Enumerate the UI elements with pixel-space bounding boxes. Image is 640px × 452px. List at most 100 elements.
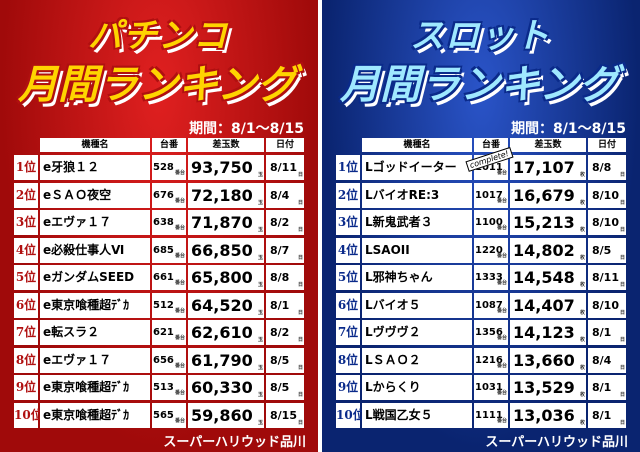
- date-unit: 日: [619, 227, 625, 233]
- machine-cell: 621 番台: [152, 320, 186, 345]
- diff-value: 64,520: [191, 295, 253, 315]
- diff-value: 60,330: [191, 378, 253, 397]
- machine-cell: 1031 番台: [474, 375, 508, 400]
- machine-cell: 676 番台: [152, 182, 186, 208]
- diff-unit: 玉: [257, 282, 263, 288]
- diff-value: 59,860: [191, 405, 253, 425]
- machine-name: eエヴァ１７: [40, 347, 150, 373]
- date-cell: 8/8 日: [588, 155, 626, 180]
- date-unit: 日: [297, 199, 303, 206]
- diff-unit: 玉: [257, 254, 263, 261]
- date-cell: 8/2 日: [266, 320, 304, 345]
- date-value: 8/11: [592, 271, 619, 284]
- date-unit: 日: [297, 337, 303, 343]
- column-header: 台番: [152, 138, 186, 152]
- date-value: 8/10: [592, 298, 619, 312]
- machine-unit: 番台: [174, 417, 185, 424]
- date-value: 8/5: [592, 243, 612, 257]
- machine-name: L邪神ちゃん: [362, 265, 472, 290]
- date-value: 8/1: [592, 326, 612, 339]
- title-line: 月間ランキング: [18, 62, 297, 108]
- date-cell: 8/1 日: [588, 402, 626, 428]
- diff-unit: 玉: [257, 199, 263, 206]
- date-cell: 8/10 日: [588, 292, 626, 318]
- machine-cell: 565 番台: [152, 402, 186, 428]
- machine-number: 1087: [475, 299, 503, 311]
- diff-value: 71,870: [191, 213, 253, 232]
- rank: 4位: [14, 237, 38, 263]
- diff-unit: 玉: [257, 337, 263, 343]
- machine-unit: 番台: [496, 417, 507, 424]
- machine-unit: 番台: [174, 170, 185, 176]
- rank: 4位: [336, 237, 360, 263]
- machine-number: 1017: [475, 189, 503, 201]
- rank: 6位: [14, 292, 38, 318]
- title-line: 月間ランキング: [340, 62, 619, 108]
- rank: 2位: [336, 182, 360, 208]
- date-value: 8/5: [270, 353, 290, 367]
- machine-number: 1011: [475, 162, 503, 173]
- date-unit: 日: [297, 172, 303, 178]
- machine-name: LバイオRE:3: [362, 182, 472, 208]
- rank: 8位: [14, 347, 38, 373]
- diff-cell: 71,870 玉: [188, 210, 264, 235]
- diff-unit: 枚: [579, 254, 585, 261]
- machine-name: e必殺仕事人Ⅵ: [40, 237, 150, 263]
- diff-cell: 59,860 玉: [188, 402, 264, 428]
- period: 期間：8/1～8/15: [511, 121, 626, 137]
- date-cell: 8/5 日: [266, 347, 304, 373]
- diff-cell: 17,107 枚: [510, 155, 586, 180]
- machine-number: 1031: [475, 382, 503, 393]
- machine-unit: 番台: [174, 280, 185, 286]
- machine-number: 528: [153, 162, 174, 173]
- diff-value: 72,180: [191, 185, 253, 205]
- date-value: 8/4: [592, 353, 612, 367]
- diff-value: 14,407: [513, 295, 575, 315]
- machine-cell: 1220 番台: [474, 237, 508, 263]
- date-cell: 8/4 日: [266, 182, 304, 208]
- diff-value: 61,790: [191, 350, 253, 370]
- date-cell: 8/5 日: [266, 375, 304, 400]
- machine-unit: 番台: [174, 335, 185, 341]
- machine-cell: 656 番台: [152, 347, 186, 373]
- diff-unit: 枚: [579, 199, 585, 206]
- rank: 2位: [14, 182, 38, 208]
- machine-name: Lゴッドイーター: [362, 155, 472, 180]
- diff-value: 93,750: [191, 158, 253, 177]
- machine-unit: 番台: [496, 280, 507, 286]
- machine-number: 513: [153, 382, 174, 393]
- date-value: 8/10: [592, 188, 619, 202]
- column-header: 機種名: [362, 138, 472, 152]
- period: 期間：8/1～8/15: [189, 121, 304, 137]
- machine-number: 1333: [475, 272, 503, 283]
- date-unit: 日: [297, 392, 303, 398]
- machine-name: Lバイオ５: [362, 292, 472, 318]
- date-cell: 8/10 日: [588, 182, 626, 208]
- date-cell: 8/5 日: [588, 237, 626, 263]
- rank: 9位: [14, 375, 38, 400]
- machine-cell: 1017 番台: [474, 182, 508, 208]
- machine-number: 621: [153, 327, 174, 338]
- machine-cell: 661 番台: [152, 265, 186, 290]
- date-cell: 8/1 日: [588, 320, 626, 345]
- machine-number: 1216: [475, 354, 503, 366]
- machine-name: L新鬼武者３: [362, 210, 472, 235]
- machine-unit: 番台: [496, 362, 507, 369]
- machine-number: 638: [153, 217, 174, 228]
- diff-value: 14,548: [513, 268, 575, 287]
- rank: 1位: [14, 155, 38, 180]
- date-value: 8/15: [270, 408, 297, 422]
- date-value: 8/1: [270, 298, 290, 312]
- diff-value: 17,107: [513, 158, 575, 177]
- diff-unit: 玉: [257, 227, 263, 233]
- date-value: 8/1: [592, 381, 612, 394]
- footer: スーパーハリウッド品川: [485, 435, 628, 450]
- column-header: 機種名: [40, 138, 150, 152]
- diff-cell: 14,802 枚: [510, 237, 586, 263]
- panel: スロット 月間ランキング 期間：8/1～8/15 機種名 台番 差玉数 日付 1位 Lゴッドイー…: [322, 0, 640, 452]
- rank: 6位: [336, 292, 360, 318]
- machine-cell: 1111 番台: [474, 402, 508, 428]
- machine-number: 565: [153, 409, 174, 421]
- diff-unit: 枚: [579, 282, 585, 288]
- machine-cell: 528 番台: [152, 155, 186, 180]
